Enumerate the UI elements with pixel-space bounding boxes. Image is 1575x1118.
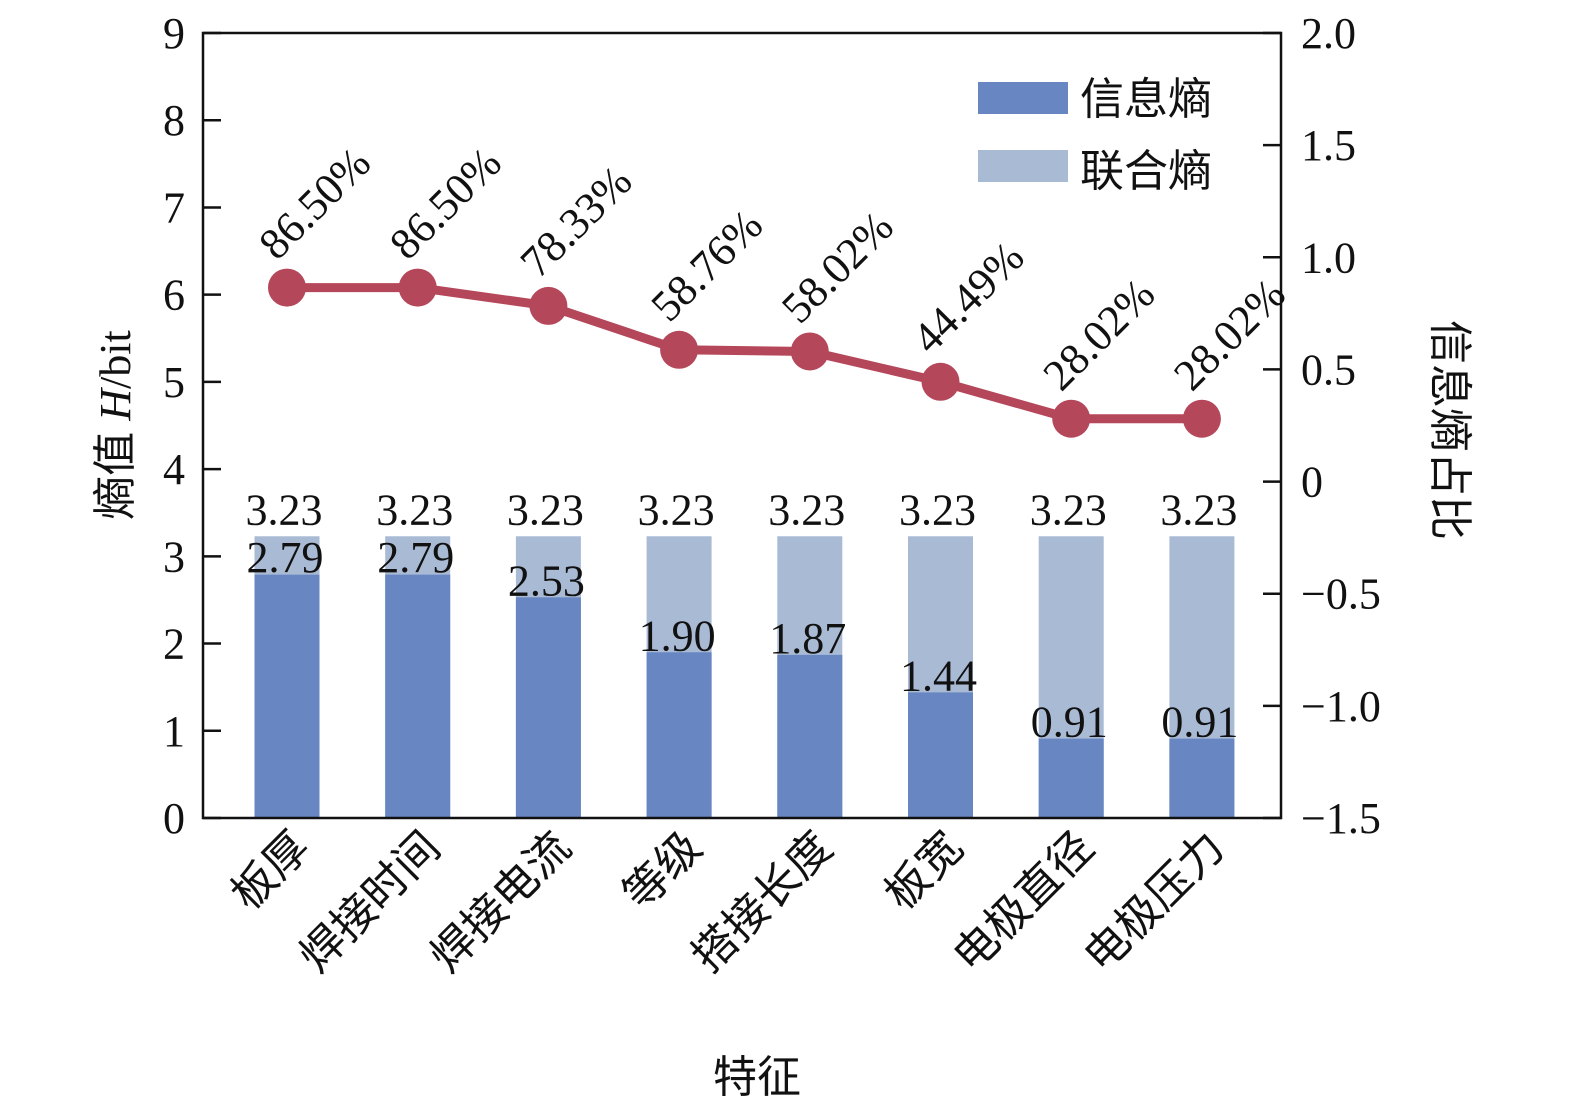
data-label-ratio: 86.50%: [380, 138, 511, 269]
x-axis-label: 特征: [713, 1053, 801, 1102]
y2-tick-label: −1.5: [1301, 794, 1381, 843]
bar-info-entropy: [515, 597, 581, 818]
line-marker: [398, 268, 437, 307]
y2-tick-label: 1.0: [1301, 233, 1356, 282]
data-label-info-entropy: 1.90: [639, 611, 716, 660]
y2-tick-label: 1.5: [1301, 121, 1356, 170]
bar-info-entropy: [1169, 738, 1235, 818]
data-label-ratio: 58.76%: [642, 200, 773, 331]
data-label-joint-entropy: 3.23: [507, 485, 584, 534]
bar-info-entropy: [777, 654, 843, 818]
data-label-joint-entropy: 3.23: [638, 485, 715, 534]
x-tick-label: 电极直径: [944, 822, 1103, 981]
data-label-info-entropy: 1.87: [769, 614, 846, 663]
data-label-joint-entropy: 3.23: [899, 485, 976, 534]
plot-frame: [201, 31, 1283, 820]
y-tick-label: 0: [163, 794, 185, 843]
legend-swatch-joint-entropy: [978, 150, 1068, 182]
y-tick-label: 1: [163, 707, 185, 756]
line-marker: [921, 362, 960, 401]
data-label-ratio: 28.02%: [1164, 269, 1295, 400]
x-tick-label: 搭接长度: [683, 822, 842, 981]
x-tick-label: 板厚: [222, 822, 319, 919]
data-label-joint-entropy: 3.23: [246, 485, 323, 534]
y2-tick-label: −0.5: [1301, 570, 1381, 619]
y2-axis-label: 信息熵占比: [1425, 320, 1474, 540]
bar-info-entropy: [908, 692, 973, 818]
bar-info-entropy: [646, 652, 712, 818]
x-tick-label: 焊接电流: [421, 822, 580, 981]
data-label-ratio: 44.49%: [903, 232, 1034, 363]
data-label-info-entropy: 2.79: [247, 533, 324, 582]
bar-info-entropy: [254, 574, 320, 818]
data-label-joint-entropy: 3.23: [768, 485, 845, 534]
y-tick-label: 7: [163, 183, 185, 232]
data-label-info-entropy: 0.91: [1031, 698, 1108, 747]
x-tick-label: 电极压力: [1075, 822, 1234, 981]
legend-label-joint-entropy: 联合熵: [1080, 147, 1212, 196]
data-label-info-entropy: 2.79: [377, 533, 454, 582]
legend-swatch-info-entropy: [978, 82, 1068, 114]
line-marker: [1182, 399, 1221, 438]
line-marker: [529, 286, 568, 325]
data-label-ratio: 28.02%: [1034, 269, 1165, 400]
legend: 信息熵 联合熵: [978, 75, 1212, 196]
data-label-info-entropy: 0.91: [1161, 698, 1238, 747]
y-tick-label: 4: [163, 445, 185, 494]
data-label-joint-entropy: 3.23: [1030, 485, 1107, 534]
data-label-joint-entropy: 3.23: [1160, 485, 1237, 534]
y2-tick-label: −1.0: [1301, 682, 1381, 731]
y2-tick-label: 2.0: [1301, 9, 1356, 58]
line-marker: [268, 268, 306, 307]
x-tick-label: 等级: [614, 822, 711, 919]
x-tick-label: 板宽: [876, 822, 973, 919]
y-tick-label: 8: [163, 96, 185, 145]
data-label-ratio: 58.02%: [772, 202, 903, 333]
bar-info-entropy: [1038, 738, 1104, 818]
y-tick-label: 5: [163, 358, 185, 407]
data-label-info-entropy: 2.53: [508, 556, 585, 605]
y-axis-label: 熵值 H/bit: [91, 330, 140, 519]
data-label-info-entropy: 1.44: [900, 651, 977, 700]
line-marker: [660, 330, 699, 369]
series-line-info-entropy-ratio: [287, 283, 1202, 424]
legend-label-info-entropy: 信息熵: [1080, 75, 1212, 124]
bar-info-entropy: [385, 574, 451, 818]
y2-tick-label: 0.5: [1301, 345, 1356, 394]
data-label-joint-entropy: 3.23: [376, 485, 453, 534]
x-tick-label: 焊接时间: [291, 822, 450, 981]
y-tick-label: 3: [163, 532, 185, 581]
line-marker: [790, 332, 829, 371]
y-tick-label: 6: [163, 271, 185, 320]
line-marker: [1052, 399, 1091, 438]
y-tick-label: 2: [163, 620, 185, 669]
data-label-ratio: 86.50%: [249, 138, 380, 269]
y2-tick-label: 0: [1301, 458, 1323, 507]
y-tick-label: 9: [163, 9, 185, 58]
data-label-ratio: 78.33%: [511, 156, 642, 287]
